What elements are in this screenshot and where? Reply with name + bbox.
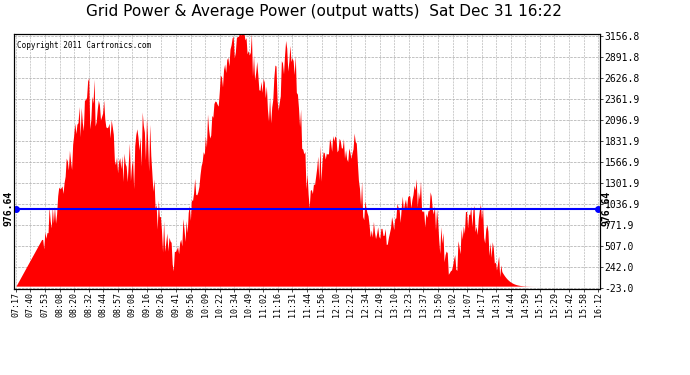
Text: Copyright 2011 Cartronics.com: Copyright 2011 Cartronics.com: [17, 41, 151, 50]
Text: 976.64: 976.64: [4, 191, 14, 226]
Text: 976.64: 976.64: [602, 191, 611, 226]
Text: Grid Power & Average Power (output watts)  Sat Dec 31 16:22: Grid Power & Average Power (output watts…: [86, 4, 562, 19]
